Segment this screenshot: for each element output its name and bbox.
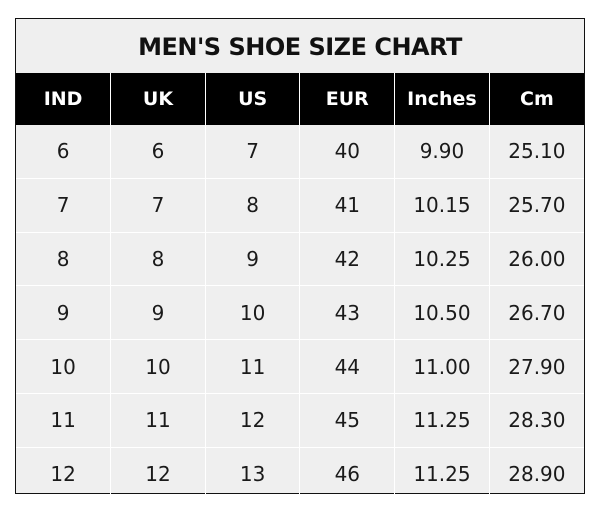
chart-title: MEN'S SHOE SIZE CHART [138, 33, 462, 61]
cell-inches: 11.00 [394, 339, 490, 394]
column-header-ind: IND [16, 73, 111, 125]
cell-us: 7 [204, 125, 300, 179]
cell-uk: 8 [110, 231, 206, 286]
cell-us: 12 [204, 392, 300, 448]
cell-eur: 43 [299, 285, 395, 340]
table-row: 10 10 11 44 11.00 27.90 [16, 339, 584, 394]
header-row: IND UK US EUR Inches Cm [16, 73, 584, 125]
table-row: 8 8 9 42 10.25 26.00 [16, 231, 584, 286]
cell-cm: 26.70 [488, 285, 584, 340]
cell-inches: 9.90 [394, 125, 490, 179]
cell-us: 11 [204, 339, 300, 394]
cell-eur: 46 [299, 446, 395, 501]
cell-cm: 26.00 [488, 231, 584, 286]
table-row: 11 11 12 45 11.25 28.30 [16, 392, 584, 448]
cell-inches: 10.25 [394, 231, 490, 286]
cell-eur: 42 [299, 231, 395, 286]
cell-ind: 6 [56, 139, 70, 164]
cell-eur: 45 [299, 392, 395, 448]
cell-uk: 6 [110, 125, 206, 179]
cell-cm: 28.90 [488, 446, 584, 501]
column-header-uk: UK [110, 73, 206, 125]
cell-us: 10 [204, 285, 300, 340]
cell-uk: 9 [110, 285, 206, 340]
cell-inches: 10.50 [394, 285, 490, 340]
table-row: 12 12 13 46 11.25 28.90 [16, 446, 584, 501]
cell-uk: 7 [110, 177, 206, 233]
table-row: 7 7 8 41 10.15 25.70 [16, 177, 584, 233]
size-table: IND UK US EUR Inches Cm 6 6 7 40 9.90 25.10 7 7 8 41 10… [16, 73, 584, 501]
cell-uk: 12 [110, 446, 206, 501]
cell-inches: 11.25 [394, 392, 490, 448]
cell-ind: 11 [16, 392, 111, 448]
cell-eur: 41 [299, 177, 395, 233]
column-header-cm: Cm [488, 73, 584, 125]
cell-uk: 11 [110, 392, 206, 448]
cell-us: 8 [204, 177, 300, 233]
shoe-size-chart: MEN'S SHOE SIZE CHART IND UK US EUR Inches Cm… [15, 18, 585, 501]
cell-cm: 25.10 [488, 125, 584, 179]
column-header-inches: Inches [394, 73, 490, 125]
cell-inches: 10.15 [394, 177, 490, 233]
cell-uk: 10 [110, 339, 206, 394]
column-header-eur: EUR [299, 73, 395, 125]
cell-cm: 28.30 [488, 392, 584, 448]
cell-ind: 12 [16, 446, 111, 501]
cell-eur: 40 [299, 125, 395, 179]
cell-ind: 10 [16, 339, 111, 394]
cell-cm: 25.70 [488, 177, 584, 233]
cell-eur: 44 [299, 339, 395, 394]
cell-ind: 7 [16, 177, 111, 233]
cell-us: 9 [204, 231, 300, 286]
table-row: 9 9 10 43 10.50 26.70 [16, 285, 584, 340]
table-row: 6 6 7 40 9.90 25.10 [16, 125, 584, 179]
cell-inches: 11.25 [394, 446, 490, 501]
cell-ind: 9 [16, 285, 111, 340]
cell-us: 13 [204, 446, 300, 501]
cell-cm: 27.90 [488, 339, 584, 394]
column-header-us: US [204, 73, 300, 125]
cell-ind: 8 [16, 231, 111, 286]
